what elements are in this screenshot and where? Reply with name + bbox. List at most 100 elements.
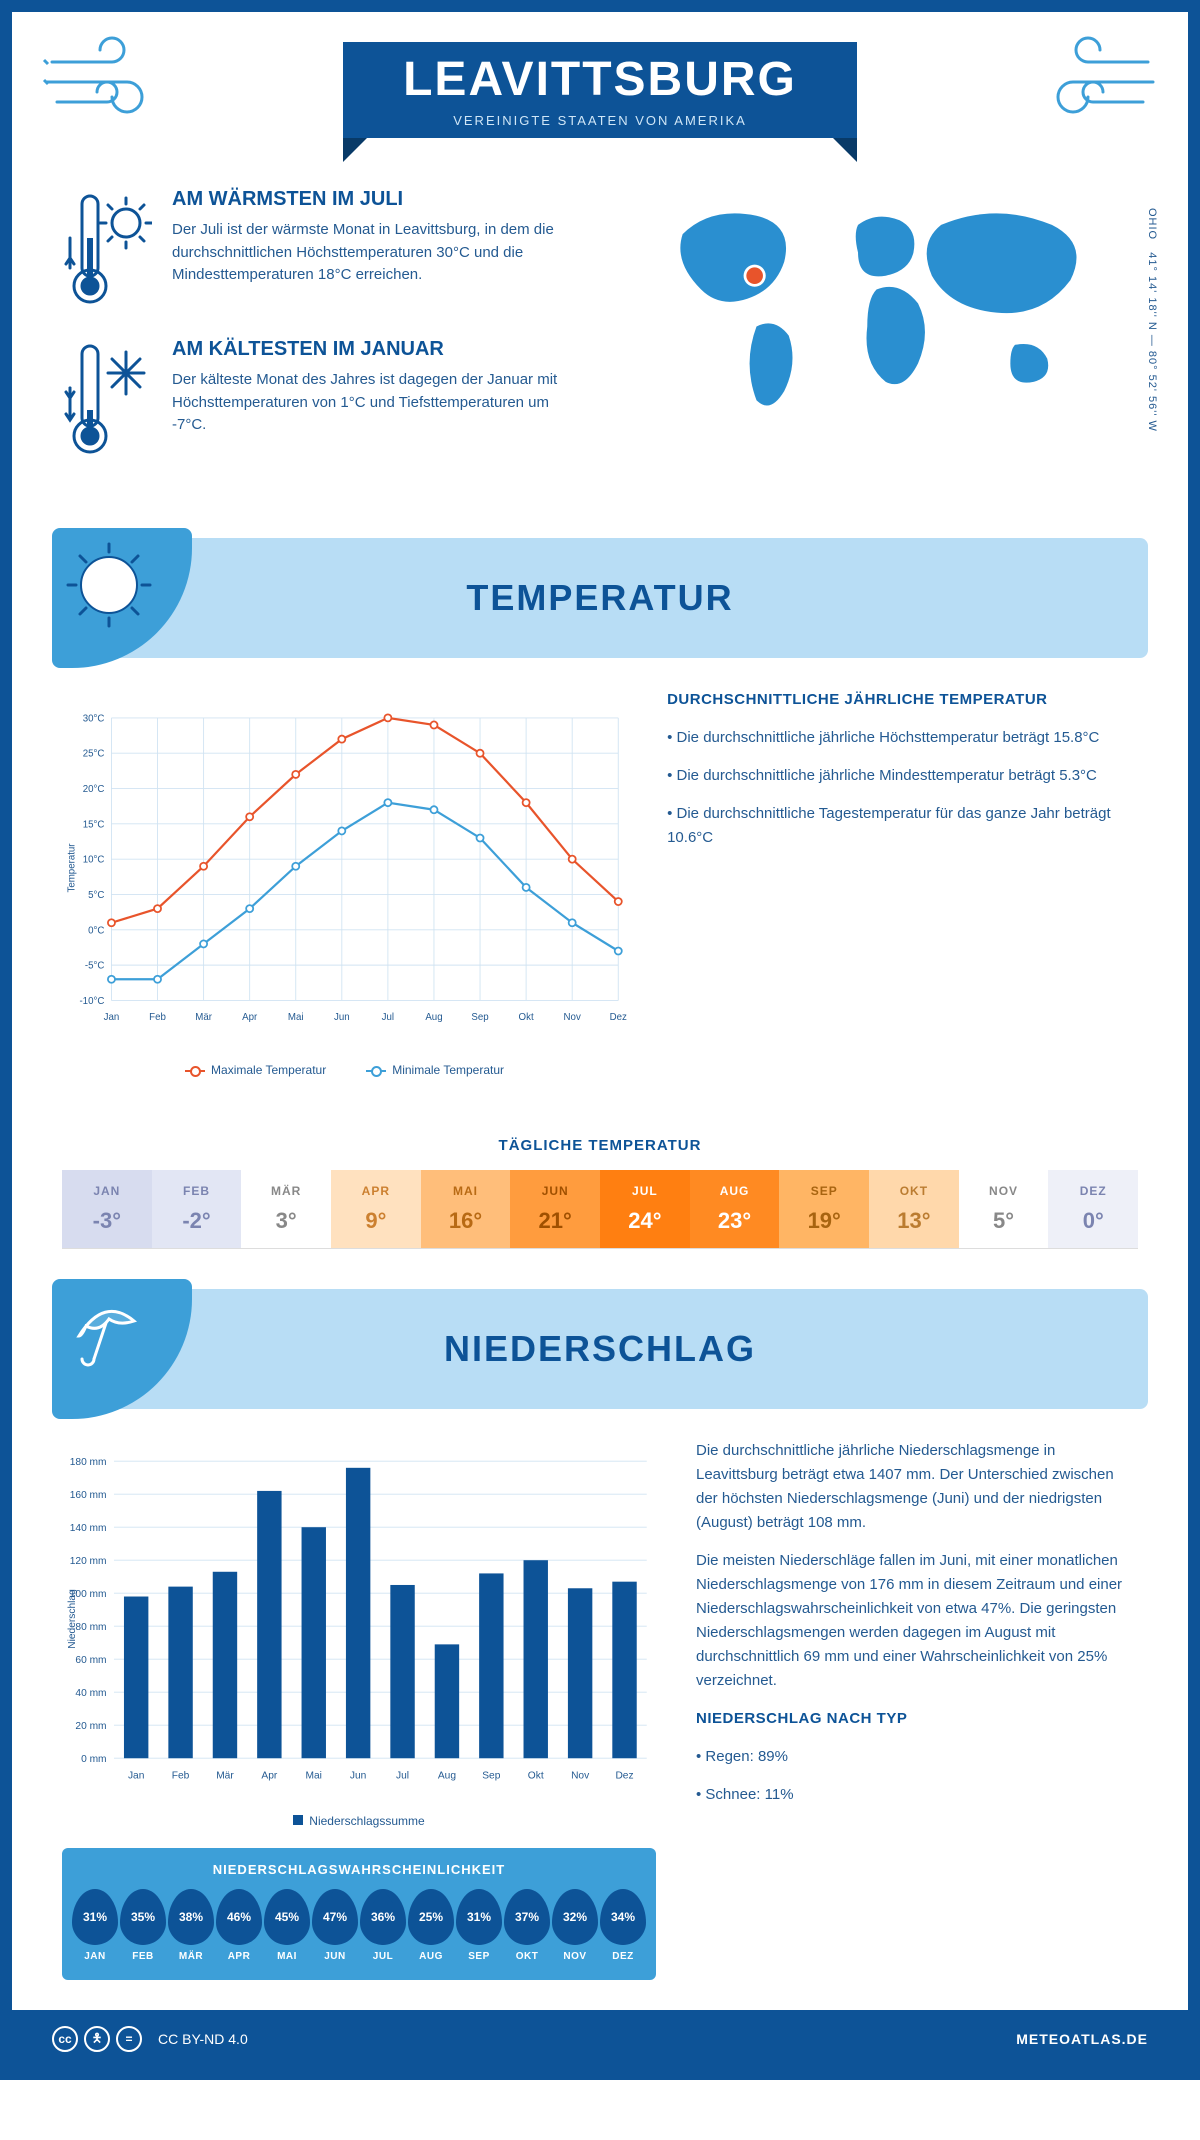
temp-stats-column: DURCHSCHNITTLICHE JÄHRLICHE TEMPERATUR •…: [667, 688, 1138, 1077]
prob-drop: 25%AUG: [408, 1889, 454, 1962]
facts-column: AM WÄRMSTEN IM JULI Der Juli ist der wär…: [62, 188, 585, 488]
svg-text:40 mm: 40 mm: [75, 1688, 106, 1699]
intro-section: AM WÄRMSTEN IM JULI Der Juli ist der wär…: [12, 158, 1188, 518]
prob-drop: 36%JUL: [360, 1889, 406, 1962]
wind-icon: [42, 32, 182, 132]
footer: cc 🯅 = CC BY-ND 4.0 METEOATLAS.DE: [12, 2010, 1188, 2068]
svg-text:-10°C: -10°C: [79, 996, 104, 1007]
precip-stats-column: Die durchschnittliche jährliche Niedersc…: [696, 1439, 1138, 1980]
thermometer-hot-icon: [62, 188, 152, 308]
svg-text:Nov: Nov: [564, 1012, 581, 1023]
prob-drop: 38%MÄR: [168, 1889, 214, 1962]
stat-bullet: • Die durchschnittliche jährliche Höchst…: [667, 726, 1138, 750]
precipitation-bar-chart: 0 mm20 mm40 mm60 mm80 mm100 mm120 mm140 …: [62, 1439, 656, 1799]
temp-cell: JUL24°: [600, 1170, 690, 1248]
svg-text:20 mm: 20 mm: [75, 1721, 106, 1732]
precip-para: Die durchschnittliche jährliche Niedersc…: [696, 1439, 1138, 1535]
svg-text:25°C: 25°C: [83, 749, 105, 760]
svg-text:120 mm: 120 mm: [70, 1556, 107, 1567]
svg-text:5°C: 5°C: [88, 890, 104, 901]
temp-cell: JUN21°: [510, 1170, 600, 1248]
svg-text:Jul: Jul: [396, 1771, 409, 1782]
temp-cell: APR9°: [331, 1170, 421, 1248]
page: LEAVITTSBURG VEREINIGTE STAATEN VON AMER…: [0, 0, 1200, 2080]
precip-para: Die meisten Niederschläge fallen im Juni…: [696, 1549, 1138, 1693]
section-title: NIEDERSCHLAG: [444, 1328, 756, 1370]
prob-drop: 31%SEP: [456, 1889, 502, 1962]
prob-drop: 35%FEB: [120, 1889, 166, 1962]
thermometer-cold-icon: [62, 338, 152, 458]
coordinates-label: OHIO 41° 14' 18'' N — 80° 52' 56'' W: [1146, 208, 1158, 432]
site-credit: METEOATLAS.DE: [1016, 2031, 1148, 2047]
svg-text:Jun: Jun: [350, 1771, 366, 1782]
svg-text:180 mm: 180 mm: [70, 1457, 107, 1468]
world-map-icon: [615, 188, 1138, 428]
legend-min: Minimale Temperatur: [366, 1063, 504, 1077]
prob-drop: 45%MAI: [264, 1889, 310, 1962]
svg-text:Mär: Mär: [195, 1012, 212, 1023]
svg-text:Mai: Mai: [288, 1012, 304, 1023]
prob-drop: 34%DEZ: [600, 1889, 646, 1962]
nd-icon: =: [116, 2026, 142, 2052]
umbrella-icon: [64, 1291, 144, 1371]
precipitation-body: 0 mm20 mm40 mm60 mm80 mm100 mm120 mm140 …: [12, 1409, 1188, 2010]
svg-text:160 mm: 160 mm: [70, 1490, 107, 1501]
section-tab: [52, 528, 192, 668]
svg-text:Sep: Sep: [471, 1012, 488, 1023]
svg-text:Nov: Nov: [571, 1771, 590, 1782]
precip-type-bullet: • Regen: 89%: [696, 1745, 1138, 1769]
precipitation-header: NIEDERSCHLAG: [52, 1289, 1148, 1409]
svg-text:10°C: 10°C: [83, 855, 105, 866]
prob-drop: 37%OKT: [504, 1889, 550, 1962]
title-band: LEAVITTSBURG VEREINIGTE STAATEN VON AMER…: [343, 42, 857, 138]
svg-text:Dez: Dez: [615, 1771, 633, 1782]
temp-cell: MAI16°: [421, 1170, 511, 1248]
coldest-fact: AM KÄLTESTEN IM JANUAR Der kälteste Mona…: [62, 338, 585, 458]
svg-text:0 mm: 0 mm: [81, 1754, 106, 1765]
wind-icon: [1018, 32, 1158, 132]
temp-cell: JAN-3°: [62, 1170, 152, 1248]
temperature-line-chart: -10°C-5°C0°C5°C10°C15°C20°C25°C30°CJanFe…: [62, 688, 627, 1048]
temp-cell: OKT13°: [869, 1170, 959, 1248]
temp-cell: SEP19°: [779, 1170, 869, 1248]
svg-text:Jul: Jul: [382, 1012, 394, 1023]
prob-title: NIEDERSCHLAGSWAHRSCHEINLICHKEIT: [72, 1862, 646, 1877]
svg-text:Okt: Okt: [519, 1012, 534, 1023]
stats-title: DURCHSCHNITTLICHE JÄHRLICHE TEMPERATUR: [667, 688, 1138, 712]
svg-text:Sep: Sep: [482, 1771, 500, 1782]
svg-text:Feb: Feb: [149, 1012, 166, 1023]
temp-chart-column: -10°C-5°C0°C5°C10°C15°C20°C25°C30°CJanFe…: [62, 688, 627, 1077]
chart-legend: Niederschlagssumme: [62, 1814, 656, 1828]
svg-text:Aug: Aug: [438, 1771, 456, 1782]
svg-text:Niederschlag: Niederschlag: [67, 1589, 78, 1649]
svg-text:Dez: Dez: [610, 1012, 627, 1023]
svg-text:Jan: Jan: [104, 1012, 120, 1023]
cc-icon: cc: [52, 2026, 78, 2052]
prob-row: 31%JAN35%FEB38%MÄR46%APR45%MAI47%JUN36%J…: [72, 1889, 646, 1962]
svg-text:30°C: 30°C: [83, 713, 105, 724]
svg-text:Mär: Mär: [216, 1771, 234, 1782]
prob-drop: 47%JUN: [312, 1889, 358, 1962]
prob-drop: 46%APR: [216, 1889, 262, 1962]
warmest-body: Der Juli ist der wärmste Monat in Leavit…: [172, 219, 585, 287]
temperature-body: -10°C-5°C0°C5°C10°C15°C20°C25°C30°CJanFe…: [12, 658, 1188, 1107]
stat-bullet: • Die durchschnittliche jährliche Mindes…: [667, 764, 1138, 788]
svg-text:Jun: Jun: [334, 1012, 350, 1023]
svg-text:Feb: Feb: [172, 1771, 190, 1782]
prob-drop: 31%JAN: [72, 1889, 118, 1962]
svg-text:Temperatur: Temperatur: [66, 843, 77, 893]
svg-text:Jan: Jan: [128, 1771, 144, 1782]
header: LEAVITTSBURG VEREINIGTE STAATEN VON AMER…: [12, 12, 1188, 158]
legend-precip: Niederschlagssumme: [293, 1814, 424, 1828]
page-title: LEAVITTSBURG: [403, 52, 797, 107]
svg-text:20°C: 20°C: [83, 784, 105, 795]
svg-text:Aug: Aug: [425, 1012, 442, 1023]
stat-bullet: • Die durchschnittliche Tagestemperatur …: [667, 802, 1138, 850]
svg-text:60 mm: 60 mm: [75, 1655, 106, 1666]
warmest-fact: AM WÄRMSTEN IM JULI Der Juli ist der wär…: [62, 188, 585, 308]
by-icon: 🯅: [84, 2026, 110, 2052]
precipitation-probability-box: NIEDERSCHLAGSWAHRSCHEINLICHKEIT 31%JAN35…: [62, 1848, 656, 1980]
svg-text:-5°C: -5°C: [85, 961, 105, 972]
coldest-body: Der kälteste Monat des Jahres ist dagege…: [172, 369, 585, 437]
prob-drop: 32%NOV: [552, 1889, 598, 1962]
